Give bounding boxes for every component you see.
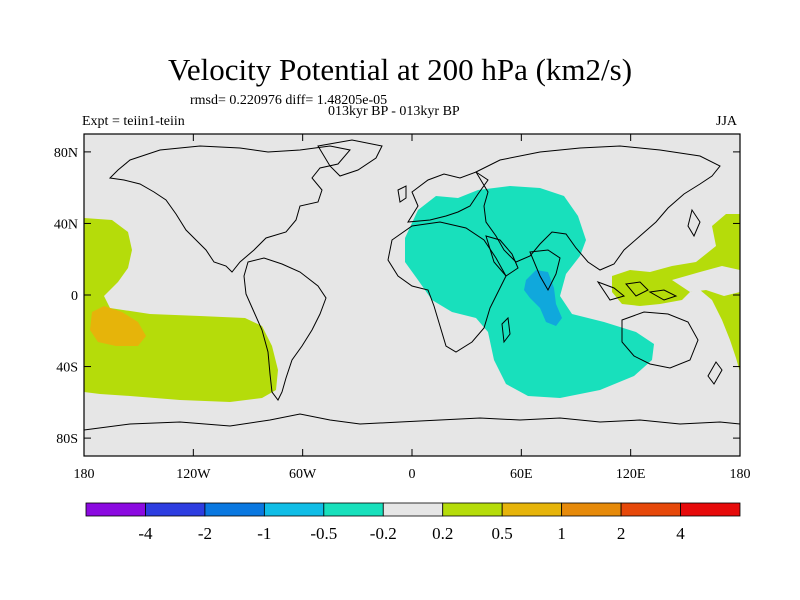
colorbar-label: -4 (138, 524, 153, 543)
colorbar-label: -0.2 (370, 524, 397, 543)
colorbar-swatch (85, 502, 146, 517)
colorbar-label: 0.2 (432, 524, 453, 543)
colorbar-swatch (442, 502, 503, 517)
x-tick-label: 180 (74, 467, 95, 482)
coastlines (83, 139, 741, 431)
x-tick-label: 120E (616, 467, 646, 482)
y-tick-label: 0 (71, 289, 78, 304)
colorbar-swatch (323, 502, 384, 517)
colorbar-swatch (145, 502, 206, 517)
colorbar-swatch (204, 502, 265, 517)
colorbar-swatch (501, 502, 563, 517)
x-axis-ticks: 180 120W 60W 0 60E 120E 180 (74, 134, 751, 482)
colorbar-label: 2 (617, 524, 626, 543)
x-tick-label: 60W (289, 467, 317, 482)
neutral-region-west-pacific (672, 266, 740, 296)
colorbar-label: 0.5 (492, 524, 513, 543)
positive-region-west-pacific (612, 214, 740, 372)
x-tick-label: 120W (176, 467, 211, 482)
stats-subtitle: rmsd= 0.220976 diff= 1.48205e-05 (190, 93, 388, 108)
x-tick-label: 60E (510, 467, 533, 482)
colorbar-swatch (382, 502, 444, 517)
colorbar-label: 4 (676, 524, 685, 543)
experiment-label: Expt = teiin1-teiin (82, 114, 185, 129)
colorbar-label: -0.5 (310, 524, 337, 543)
y-tick-label: 40N (54, 217, 78, 232)
negative-region-core-arabian-sea (524, 270, 562, 326)
colorbar-label: -1 (257, 524, 271, 543)
colorbar-label: -2 (198, 524, 212, 543)
x-tick-label: 180 (730, 467, 751, 482)
colorbar-swatch (561, 502, 622, 517)
plot-title: Velocity Potential at 200 hPa (km2/s) (167, 52, 633, 87)
x-tick-label: 0 (409, 467, 416, 482)
positive-region-east-pacific (84, 218, 278, 402)
y-axis-ticks: 80N 40N 0 40S 80S (54, 146, 740, 447)
y-tick-label: 80S (56, 432, 78, 447)
colorbar-swatch (680, 502, 741, 517)
colorbar-swatch (620, 502, 681, 517)
colorbar-swatch (263, 502, 325, 517)
y-tick-label: 40S (56, 361, 78, 376)
positive-region-core-pacific (90, 306, 146, 346)
period-subtitle: 013kyr BP - 013kyr BP (328, 104, 460, 119)
colorbar: -4 -2 -1 -0.5 -0.2 0.2 0.5 1 2 4 (85, 502, 741, 543)
y-tick-label: 80N (54, 146, 78, 161)
season-label: JJA (716, 114, 738, 129)
colorbar-label: 1 (557, 524, 566, 543)
